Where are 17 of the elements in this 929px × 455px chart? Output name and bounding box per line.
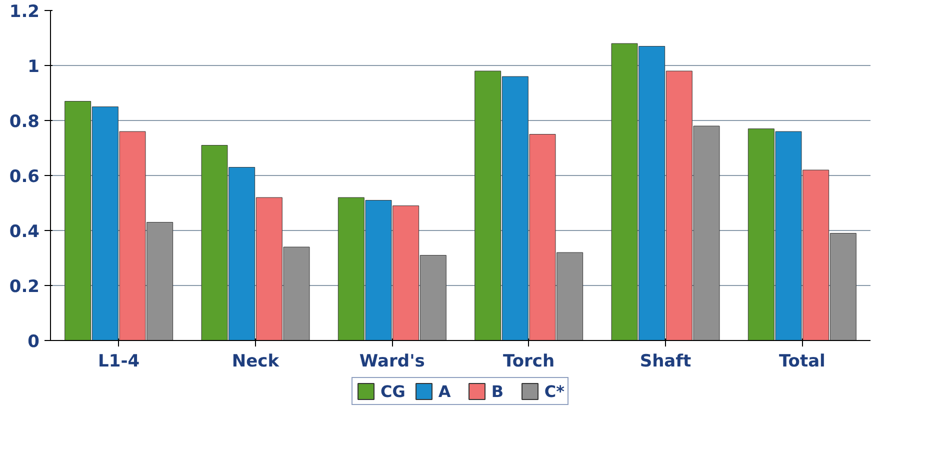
y-tick-label: 0.6: [9, 167, 40, 187]
y-tick-label: 1: [28, 57, 40, 77]
legend-label: C*: [544, 382, 564, 400]
x-tick-label: Shaft: [640, 352, 692, 372]
y-tick-label: 0.8: [9, 112, 40, 132]
x-tick-label: L1-4: [98, 352, 140, 372]
y-tick-label: 0: [28, 332, 40, 352]
x-tick-label: Ward's: [359, 352, 425, 372]
x-tick-label: Neck: [232, 352, 280, 372]
legend-label: A: [438, 382, 452, 400]
legend-label: B: [491, 382, 505, 400]
x-tick-label: Total: [778, 352, 826, 372]
y-tick-label: 0.4: [9, 222, 40, 242]
y-tick-label: 1.2: [9, 2, 40, 22]
legend-label: CG: [380, 382, 406, 400]
x-tick-label: Torch: [503, 352, 555, 372]
y-tick-label: 0.2: [9, 277, 40, 297]
